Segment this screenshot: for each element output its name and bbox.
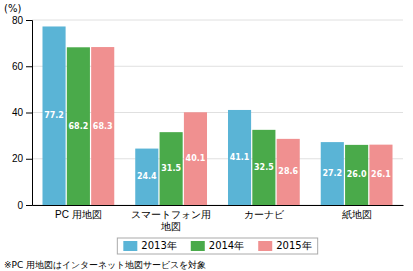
legend-item: 2014年 (191, 240, 244, 251)
tick-label-line: カーナビ (244, 209, 285, 220)
data-label: 27.2 (322, 169, 342, 178)
tick-label: 紙地図 (342, 209, 372, 220)
chart-svg: 0 20 40 60 80(%) PC 用地図 スマートフォン用地図 カーナビ 紙地図 77.2 2… (0, 0, 413, 271)
tick: 60 (12, 61, 32, 72)
bar (67, 47, 90, 205)
tick: 0 (17, 200, 32, 211)
x-axis: PC 用地図 スマートフォン用地図 カーナビ 紙地図 (33, 206, 404, 232)
tick: PC 用地図 (55, 209, 102, 220)
legend-label: 2013年 (141, 240, 176, 251)
tick-mark (26, 66, 32, 67)
tick-label: カーナビ (244, 209, 285, 220)
bar-series (91, 47, 392, 205)
data-label: 24.4 (137, 172, 157, 181)
legend-item: 2015年 (258, 240, 311, 251)
chart-container: 0 20 40 60 80(%) PC 用地図 スマートフォン用地図 カーナビ 紙地図 77.2 2… (0, 0, 413, 271)
legend-item: 2013年 (123, 240, 176, 251)
bar (91, 47, 114, 205)
tick: 40 (12, 107, 32, 118)
bars (42, 26, 392, 205)
data-label: 26.1 (371, 170, 391, 179)
axis-line (33, 205, 404, 206)
tick: 紙地図 (342, 209, 372, 220)
tick: 80 (12, 15, 32, 26)
bar (277, 139, 300, 205)
tick-mark (26, 205, 32, 206)
tick-label: 40 (12, 107, 24, 118)
bar (252, 130, 275, 205)
tick: スマートフォン用地図 (131, 209, 211, 232)
footnote: ※PC 用地図はインターネット地図サービスを対象 (4, 260, 206, 270)
legend-swatch (191, 241, 205, 251)
tick-label: 20 (12, 153, 24, 164)
tick-label-line: 紙地図 (342, 209, 372, 220)
data-label: 31.5 (161, 164, 181, 173)
legend-frame (117, 238, 317, 254)
grid-line (32, 20, 403, 21)
tick-label-line: スマートフォン用 (131, 209, 211, 220)
y-axis: 0 20 40 60 80 (12, 15, 33, 211)
tick: 20 (12, 153, 32, 164)
data-label: 32.5 (254, 163, 274, 172)
grid (32, 20, 403, 205)
legend-items: 2013年 2014年 2015年 (123, 240, 311, 251)
tick-label: スマートフォン用地図 (131, 209, 211, 232)
bar (184, 112, 207, 205)
legend: 2013年 2014年 2015年 (117, 238, 317, 254)
data-label: 68.2 (69, 122, 89, 131)
tick-label: 0 (17, 200, 23, 211)
tick-label-line: 地図 (160, 221, 181, 232)
bar (160, 132, 183, 205)
tick-mark (26, 113, 32, 114)
bar (369, 145, 392, 205)
bar (135, 149, 158, 205)
data-label: 77.2 (44, 111, 64, 120)
bar-series (67, 47, 368, 205)
tick-mark (26, 159, 32, 160)
bar (321, 142, 344, 205)
tick-label: PC 用地図 (55, 209, 102, 220)
tick-label: 80 (12, 15, 24, 26)
legend-swatch (123, 241, 137, 251)
bar (42, 26, 65, 205)
data-label: 28.6 (278, 167, 298, 176)
legend-label: 2014年 (209, 240, 244, 251)
plot-area: 0 20 40 60 80(%) PC 用地図 スマートフォン用地図 カーナビ 紙地図 77.2 2… (4, 3, 404, 232)
data-label: 41.1 (230, 153, 250, 162)
data-label: 40.1 (186, 154, 206, 163)
tick: カーナビ (244, 209, 285, 220)
axis-label: (%) (4, 3, 21, 14)
bar (228, 110, 251, 205)
data-labels: 77.2 24.4 41.1 27.2 68.2 31.5 32.5 26.0 68.3 40.1… (44, 111, 391, 181)
legend-swatch (258, 241, 272, 251)
data-label: 26.0 (347, 170, 367, 179)
tick-label-line: PC 用地図 (55, 209, 102, 220)
data-label: 68.3 (93, 122, 113, 131)
axis-line (26, 21, 33, 206)
legend-label: 2015年 (276, 240, 311, 251)
bar (345, 145, 368, 205)
tick-mark (26, 20, 32, 21)
tick-label: 60 (12, 61, 24, 72)
bar-series (42, 26, 343, 205)
